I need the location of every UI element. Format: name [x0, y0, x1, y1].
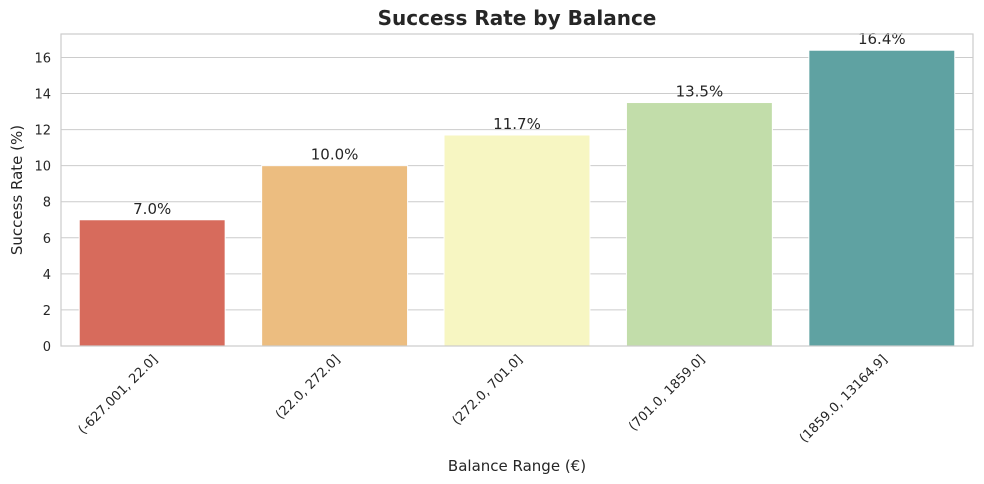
x-tick-label: (22.0, 272.0]	[273, 352, 343, 422]
x-axis-ticks: (-627.001, 22.0] (22.0, 272.0] (272.0, 701…	[76, 352, 891, 446]
bar-value-label: 16.4%	[858, 30, 906, 48]
bars	[78, 49, 956, 347]
x-tick-label: (-627.001, 22.0]	[76, 352, 161, 437]
y-tick-label: 14	[34, 88, 51, 103]
y-axis-ticks: 0 2 4 6 8 10 12 14 16	[34, 51, 51, 355]
chart-title: Success Rate by Balance	[378, 6, 657, 30]
bar	[808, 49, 956, 347]
bar	[261, 165, 409, 347]
y-tick-label: 2	[43, 304, 51, 319]
bar-value-label: 11.7%	[493, 115, 541, 133]
y-tick-label: 12	[34, 124, 51, 139]
bar	[78, 219, 226, 347]
y-axis-label: Success Rate (%)	[8, 125, 26, 255]
plot-frame	[60, 33, 974, 347]
bar-value-label: 13.5%	[676, 83, 724, 101]
y-tick-label: 16	[34, 51, 51, 66]
x-tick-label: (1859.0, 13164.9]	[797, 352, 891, 446]
x-axis-label: Balance Range (€)	[448, 457, 586, 475]
bar-value-label: 7.0%	[133, 200, 171, 218]
y-tick-label: 0	[43, 340, 51, 355]
bar	[625, 102, 773, 347]
bar	[443, 134, 591, 347]
bar-value-labels: 7.0% 10.0% 11.7% 13.5% 16.4%	[133, 30, 905, 218]
x-tick-label: (701.0, 1859.0]	[626, 352, 708, 434]
y-tick-label: 4	[43, 268, 51, 283]
y-tick-label: 6	[43, 232, 51, 247]
x-tick-label: (272.0, 701.0]	[450, 352, 526, 428]
y-tick-label: 8	[43, 196, 51, 211]
y-tick-label: 10	[34, 160, 51, 175]
bar-value-label: 10.0%	[311, 146, 359, 164]
